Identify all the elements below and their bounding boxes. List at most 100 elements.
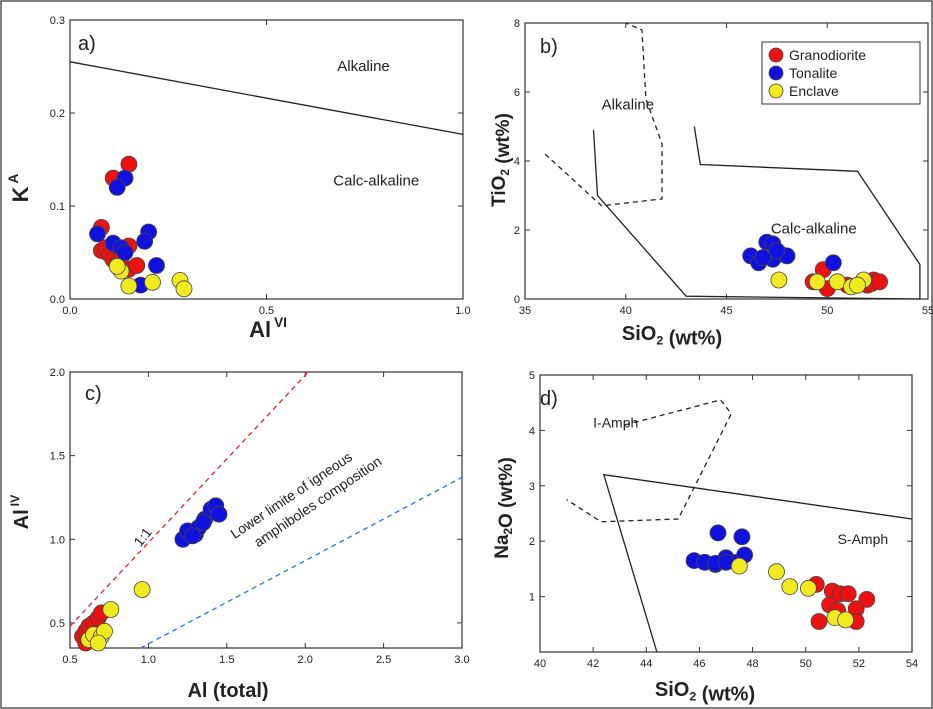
x-tick-label: 54 — [906, 658, 918, 670]
x-tick-label: 0.5 — [62, 654, 77, 666]
field-annotation: Alkaline — [337, 58, 390, 75]
field-boundary-line — [592, 126, 921, 300]
tonalite-point — [136, 232, 154, 250]
enclave-point — [133, 581, 151, 598]
enclave-point — [800, 579, 817, 597]
legend: Granodiorite Tonalite Enclave — [761, 41, 921, 105]
granodiorite-point — [839, 585, 857, 603]
x-tick-label: 40 — [620, 305, 632, 317]
field-boundary-line — [140, 476, 463, 649]
y-tick-label: 3 — [529, 481, 535, 493]
enclave-point — [730, 557, 748, 575]
field-annotation: S-Amph — [838, 531, 889, 547]
x-tick-label: 55 — [922, 305, 933, 317]
enclave-point — [808, 273, 826, 291]
x-tick-label: 45 — [720, 305, 732, 317]
tonalite-point — [148, 257, 165, 274]
enclave-point — [837, 611, 854, 629]
enclave-point — [175, 280, 193, 298]
tonalite-point — [116, 244, 134, 261]
field-boundary-line — [69, 371, 309, 627]
panel-b-chart: 35 40 45 50 55 0 2 4 6 8 Alkaline Calc-alkaline b) Si… — [489, 18, 933, 349]
x-tick-label: 42 — [587, 658, 599, 670]
y-axis-label: TiO2 (wt%) — [489, 113, 514, 207]
x-tick-label: 1.0 — [141, 654, 156, 666]
y-tick-label: 0.5 — [50, 618, 65, 630]
y-axis-label: AlIV — [8, 494, 33, 529]
y-axis-label: Na2O (wt%) — [492, 457, 517, 559]
x-tick-label: 0.5 — [259, 305, 274, 317]
legend-swatch — [768, 47, 784, 63]
enclave-point — [849, 276, 866, 294]
y-tick-label: 8 — [514, 18, 520, 30]
enclave-point — [108, 257, 126, 275]
granodiorite-point — [120, 155, 138, 173]
panel-a-chart: 0.0 0.5 1.0 0.0 0.1 0.2 0.3 Alkaline Calc-alkali… — [6, 15, 471, 342]
granodiorite-point — [871, 273, 888, 291]
field-boundary-line — [566, 399, 733, 523]
x-tick-label: 40 — [534, 658, 546, 670]
tonalite-point — [89, 225, 106, 243]
panel-label: c) — [85, 383, 102, 405]
y-tick-label: 2.0 — [50, 367, 65, 379]
x-tick-label: 52 — [853, 658, 865, 670]
y-tick-label: 0.1 — [50, 201, 65, 213]
y-axis-label: KA — [6, 173, 33, 202]
field-boundary-line — [602, 473, 913, 653]
legend-swatch — [768, 83, 784, 99]
legend-swatch — [768, 65, 784, 81]
panel-d-chart: 40 42 44 46 48 50 52 54 1 2 3 4 5 I-Amph S-Amph d) SiO2 … — [492, 370, 918, 705]
legend-label: Tonalite — [789, 65, 837, 81]
x-axis-label: Al (total) — [187, 680, 268, 702]
x-tick-label: 48 — [746, 658, 758, 670]
tonalite-point — [768, 242, 786, 260]
enclave-point — [781, 578, 799, 595]
x-tick-label: 2.0 — [298, 654, 313, 666]
tonalite-point — [824, 254, 842, 272]
y-tick-label: 1 — [529, 592, 535, 604]
legend-label: Enclave — [789, 83, 839, 99]
x-tick-label: 35 — [519, 305, 531, 317]
y-tick-label: 1.5 — [50, 451, 65, 463]
tonalite-point — [733, 528, 751, 546]
enclave-point — [768, 563, 785, 581]
y-tick-label: 0.2 — [50, 108, 65, 120]
y-tick-label: 4 — [529, 425, 535, 437]
x-tick-label: 50 — [800, 658, 812, 670]
x-tick-label: 0.0 — [62, 305, 77, 317]
tonalite-point — [108, 178, 126, 196]
plot-frame — [69, 371, 463, 649]
x-tick-label: 2.5 — [376, 654, 391, 666]
enclave-point — [828, 273, 846, 291]
granodiorite-point — [128, 257, 146, 274]
legend-box — [761, 41, 921, 105]
y-tick-label: 0.3 — [50, 15, 65, 27]
enclave-point — [144, 273, 161, 291]
enclave-point — [770, 271, 788, 289]
x-tick-label: 1.5 — [219, 654, 234, 666]
field-annotation: Calc-alkaline — [771, 220, 857, 237]
plot-frame — [539, 374, 913, 653]
field-annotation: Calc-alkaline — [333, 173, 419, 190]
x-tick-label: 50 — [821, 305, 833, 317]
enclave-point — [120, 277, 138, 295]
y-tick-label: 0 — [514, 294, 520, 306]
x-axis-label: Al VI — [249, 315, 287, 342]
x-tick-label: 44 — [640, 658, 652, 670]
granodiorite-point — [858, 591, 876, 608]
y-tick-label: 2 — [529, 536, 535, 548]
x-tick-label: 46 — [693, 658, 705, 670]
tonalite-point — [183, 527, 201, 545]
tonalite-point — [194, 514, 212, 531]
x-tick-label: 3.0 — [454, 654, 469, 666]
panel-label: d) — [540, 388, 558, 410]
y-tick-label: 2 — [514, 225, 520, 237]
panel-label: b) — [540, 36, 558, 58]
field-boundary-line — [544, 22, 663, 207]
y-tick-label: 1.0 — [50, 534, 65, 546]
tonalite-point — [754, 249, 772, 267]
y-tick-label: 6 — [514, 87, 520, 99]
y-tick-label: 4 — [514, 156, 520, 168]
x-axis-label: SiO2 (wt%) — [655, 679, 755, 705]
